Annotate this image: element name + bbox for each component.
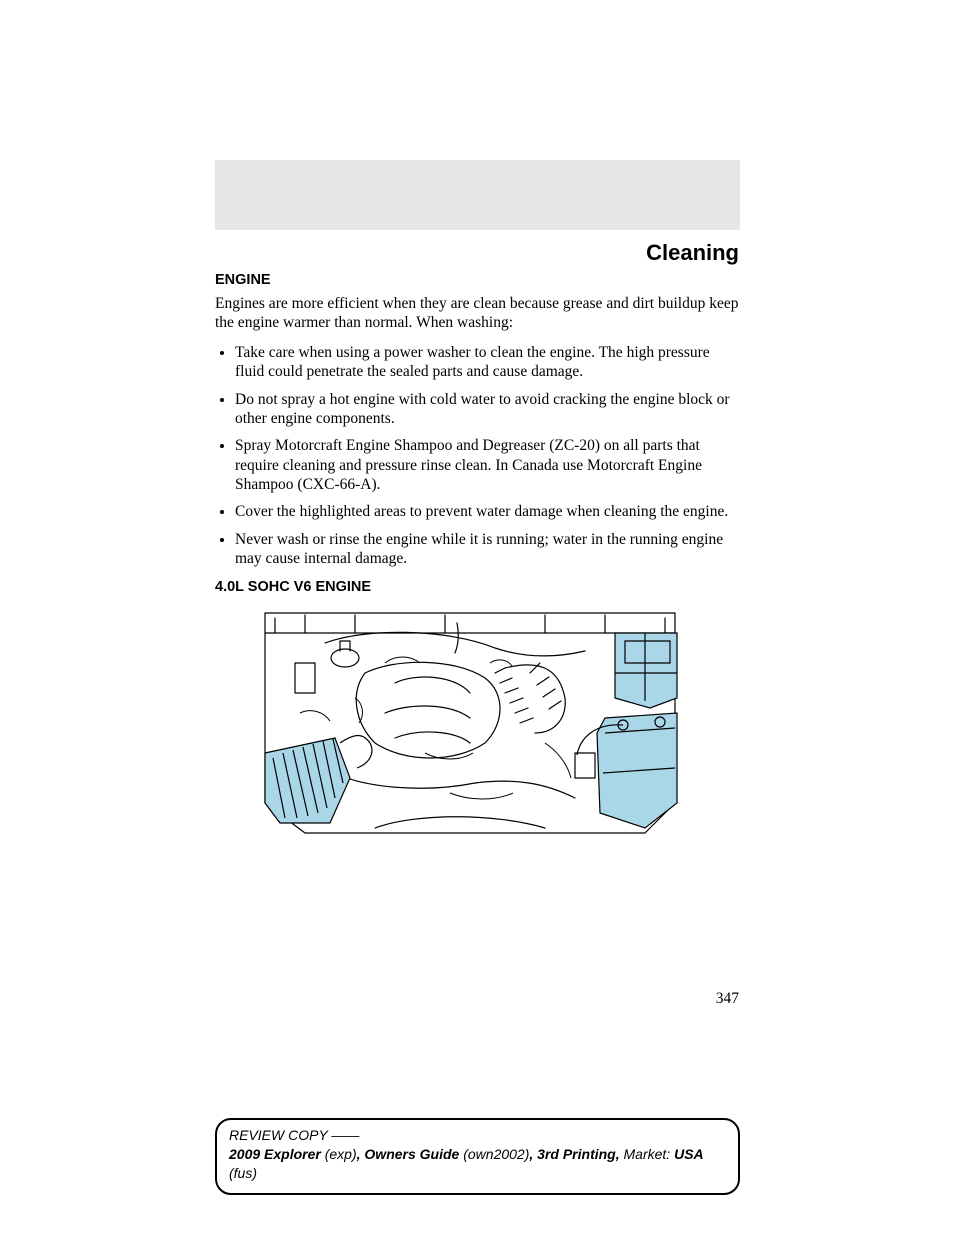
footer-market: USA [674, 1146, 704, 1162]
footer-guide-code: (own2002) [459, 1146, 529, 1162]
footer-guide: , Owners Guide [357, 1146, 460, 1162]
bullet-list: Take care when using a power washer to c… [215, 343, 740, 569]
footer-box: REVIEW COPY —— 2009 Explorer (exp), Owne… [215, 1118, 740, 1195]
list-item: Spray Motorcraft Engine Shampoo and Degr… [235, 436, 740, 494]
list-item: Take care when using a power washer to c… [235, 343, 740, 382]
footer-vehicle: 2009 Explorer [229, 1146, 321, 1162]
list-item: Cover the highlighted areas to prevent w… [235, 502, 740, 521]
header-gray-bar [215, 160, 740, 230]
section-heading-engine: ENGINE [215, 272, 740, 288]
footer-printing: , 3rd Printing, [529, 1146, 619, 1162]
footer-review-copy: REVIEW COPY —— [229, 1127, 359, 1143]
highlight-battery [577, 713, 677, 828]
intro-paragraph: Engines are more efficient when they are… [215, 294, 740, 333]
section-heading-engine-model: 4.0L SOHC V6 ENGINE [215, 579, 740, 595]
footer-fus: (fus) [229, 1165, 257, 1181]
highlight-air-intake [265, 735, 372, 823]
engine-svg [245, 603, 695, 843]
list-item: Do not spray a hot engine with cold wate… [235, 390, 740, 429]
list-item: Never wash or rinse the engine while it … [235, 530, 740, 569]
page-body: ENGINE Engines are more efficient when t… [215, 272, 740, 843]
document-page: Cleaning ENGINE Engines are more efficie… [0, 0, 954, 1235]
chapter-title: Cleaning [646, 240, 739, 266]
highlight-fuse-box [615, 633, 677, 708]
footer-vehicle-code: (exp) [321, 1146, 357, 1162]
footer-market-label: Market: [620, 1146, 674, 1162]
page-number: 347 [716, 990, 739, 1008]
engine-diagram [245, 603, 695, 843]
